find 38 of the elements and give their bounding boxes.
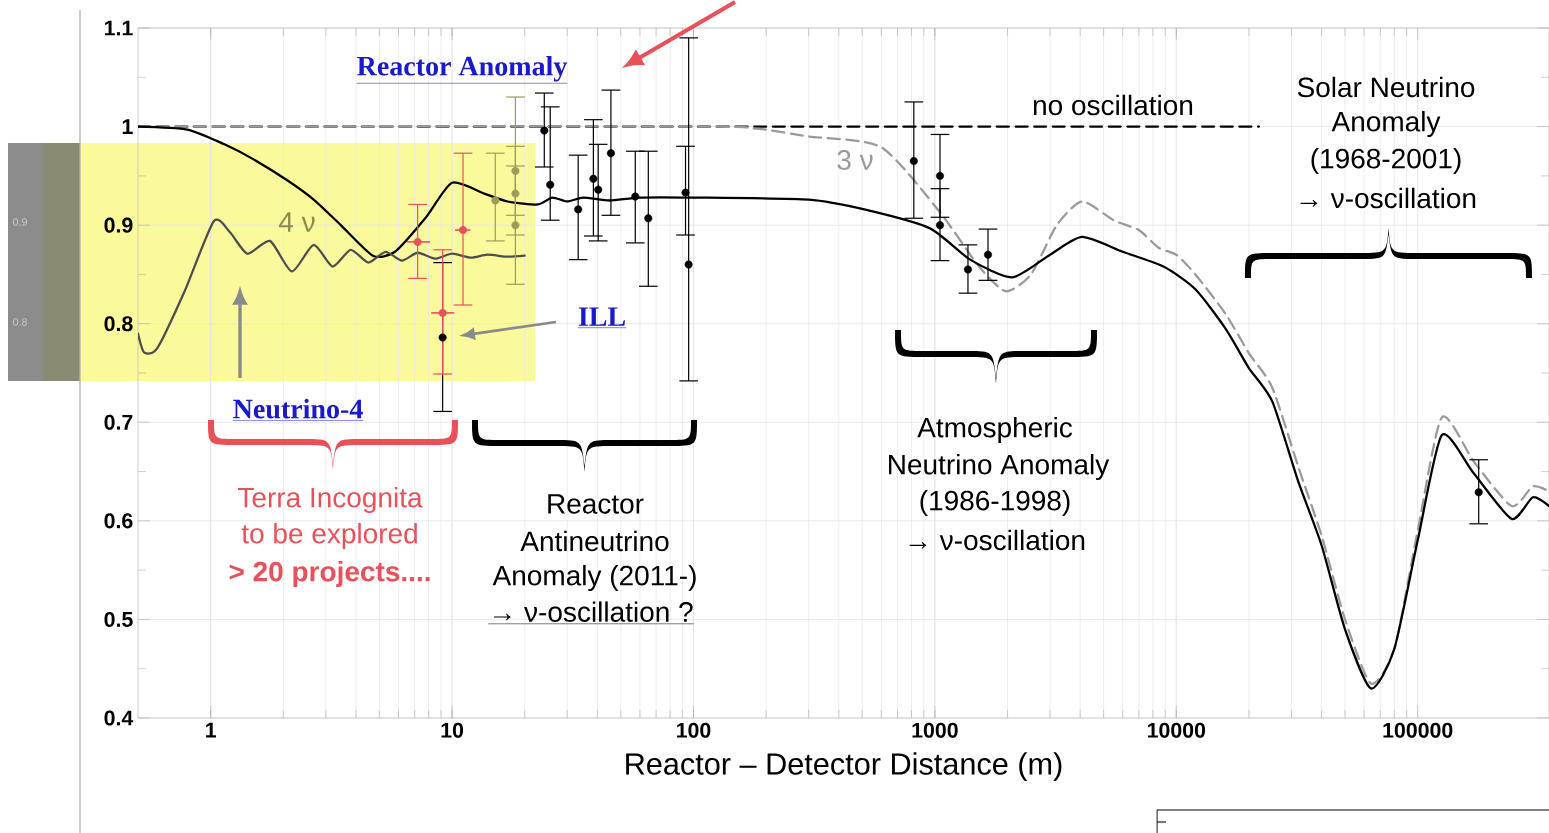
x-tick-label: 1 (206, 722, 217, 738)
y-tick-label: 0.9 (104, 217, 133, 233)
annotation: to be explored (241, 522, 417, 550)
annotation: Atmospheric (917, 416, 1073, 444)
y-tick-label: 0.6 (104, 513, 133, 529)
annotation: Reactor Anomaly (357, 55, 568, 82)
x-axis-title: Reactor – Detector Distance (m) (626, 752, 1062, 781)
y-tick-label: 1 (122, 119, 133, 134)
annotation: → ν-oscillation (1300, 187, 1476, 209)
x-tick-label: 10000 (1147, 722, 1206, 738)
series-label: 4 ν (278, 212, 315, 232)
annotation: Reactor (548, 494, 644, 514)
annotation: Anomaly (1331, 110, 1441, 138)
annotation: ILL (578, 307, 625, 326)
annotation: > 20 projects.... (229, 560, 430, 588)
y-tick-label: 1.1 (104, 20, 133, 36)
annotation: Solar Neutrino (1297, 76, 1475, 98)
annotation: Neutrino-4 (233, 398, 363, 419)
annotation: → ν-oscillation ? (494, 601, 693, 622)
annotation: (1968-2001) (1311, 147, 1461, 175)
text: 0.8 (13, 318, 27, 326)
annotation: → ν-oscillation (909, 529, 1085, 551)
x-tick-label: 1000 (912, 722, 958, 738)
y-tick-label: 0.5 (104, 611, 133, 627)
annotation: (1986-1998) (920, 489, 1070, 517)
y-tick-label: 0.8 (104, 316, 133, 332)
series-label: 3 ν (837, 150, 873, 170)
x-tick-label: 10 (441, 722, 464, 738)
y-tick-label: 0.7 (104, 414, 133, 430)
y-tick-label: 0.4 (104, 710, 134, 726)
text: 0.9 (13, 218, 27, 226)
series-label: no oscillation (1033, 94, 1193, 116)
annotation: Terra Incognita (238, 486, 423, 514)
x-tick-label: 100000 (1383, 722, 1453, 738)
annotation: Neutrino Anomaly (889, 453, 1110, 481)
annotation: Antineutrino (520, 530, 669, 552)
x-tick-label: 100 (677, 722, 711, 738)
annotation: Anomaly (2011-) (492, 564, 696, 592)
